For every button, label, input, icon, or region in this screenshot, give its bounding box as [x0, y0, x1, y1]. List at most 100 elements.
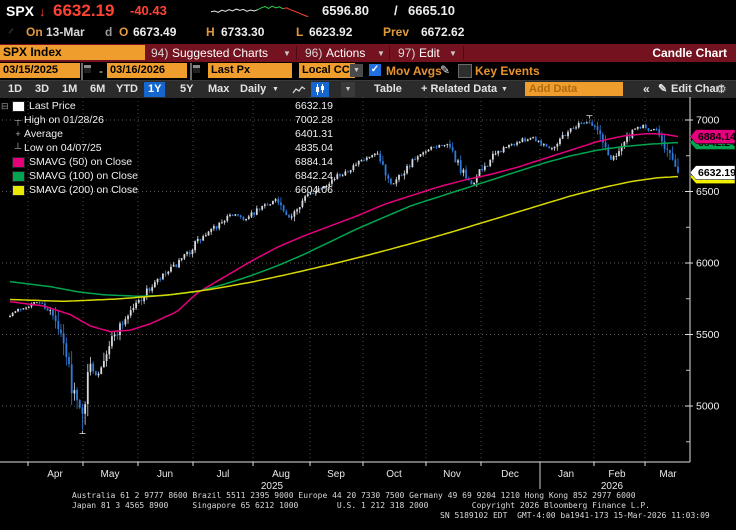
legend-row-last-price[interactable]: ⊟ Last Price 6632.19	[1, 99, 337, 113]
svg-text:Feb: Feb	[608, 469, 626, 480]
smavg100-swatch	[12, 170, 25, 182]
legend-row-high[interactable]: ┬ High on 01/28/26 7002.28	[1, 113, 337, 127]
chart-legend: ⊟ Last Price 6632.19 ┬ High on 01/28/26 …	[1, 99, 337, 197]
collapse-panel-icon[interactable]: «	[643, 82, 650, 96]
menu-actions-num: 96)	[305, 46, 323, 60]
legend-label: Average	[24, 128, 63, 140]
session-label: On	[26, 25, 43, 39]
add-data-input[interactable]	[525, 82, 623, 96]
prev-value: 6672.62	[421, 25, 465, 39]
open-label: O	[119, 25, 129, 39]
bid-price: 6596.80	[322, 3, 369, 18]
menu-suggested-charts[interactable]: Suggested Charts	[172, 46, 269, 60]
open-value: 6673.49	[133, 25, 177, 39]
legend-row-smavg-100[interactable]: SMAVG (100) on Close 6842.24	[1, 169, 337, 183]
tab-range-1m[interactable]: 1M	[62, 83, 78, 95]
legend-value: 6884.14	[295, 156, 333, 168]
edit-chart-button[interactable]: Edit Chart	[671, 83, 724, 95]
period-select[interactable]: Daily	[240, 83, 267, 95]
legend-value: 6842.24	[295, 170, 333, 182]
svg-text:6884.14: 6884.14	[698, 131, 736, 143]
svg-text:Aug: Aug	[272, 469, 290, 480]
svg-text:Dec: Dec	[501, 469, 519, 480]
svg-text:2025: 2025	[261, 481, 284, 490]
svg-text:Oct: Oct	[386, 469, 402, 480]
chart-canvas[interactable]: 7000 6500 6000 5500 5000 Apr May Jun Jul Aug Sep Oc…	[0, 97, 736, 490]
smavg50-swatch	[12, 156, 25, 168]
calendar-icon[interactable]	[81, 63, 91, 82]
last-price-swatch	[12, 100, 25, 112]
high-label: H	[206, 25, 215, 39]
delay-flag: d	[105, 25, 113, 39]
legend-row-smavg-200[interactable]: SMAVG (200) on Close 6604.06	[1, 183, 337, 197]
pencil-icon[interactable]: ✎	[440, 63, 451, 77]
svg-text:2026: 2026	[601, 481, 624, 490]
menu-edit-num: 97)	[398, 46, 416, 60]
legend-value: 6632.19	[295, 100, 333, 112]
chevron-down-icon: ▼	[501, 86, 508, 93]
ticker-symbol: SPX	[6, 3, 35, 19]
line-chart-icon[interactable]	[290, 82, 308, 97]
legend-label: SMAVG (100) on Close	[29, 170, 138, 182]
footer-phones-line1: Australia 61 2 9777 8600 Brazil 5511 239…	[72, 491, 636, 500]
date-to-field[interactable]: 03/16/2026	[107, 63, 187, 78]
pencil-icon[interactable]: ✎	[658, 83, 668, 95]
legend-row-smavg-50[interactable]: SMAVG (50) on Close 6884.14	[1, 155, 337, 169]
date-from-field[interactable]: 03/15/2025	[0, 63, 80, 78]
legend-label: Last Price	[29, 100, 76, 112]
svg-text:Jan: Jan	[558, 469, 574, 480]
legend-value: 6604.06	[295, 184, 333, 196]
legend-row-average[interactable]: + Average 6401.31	[1, 127, 337, 141]
svg-text:7000: 7000	[696, 115, 720, 127]
controls-row: 03/15/2025 - 03/16/2026 Last Px Local CC…	[0, 62, 736, 82]
table-button[interactable]: Table	[374, 83, 402, 95]
low-value: 6623.92	[309, 25, 353, 39]
tab-range-1d[interactable]: 1D	[8, 83, 23, 95]
menu-suggested-charts-num: 94)	[151, 46, 169, 60]
menu-edit[interactable]: Edit	[419, 46, 440, 60]
menu-actions[interactable]: Actions	[326, 46, 366, 60]
tab-range-max[interactable]: Max	[208, 83, 230, 95]
price-field-select[interactable]: Last Px	[208, 63, 292, 78]
tab-range-3d[interactable]: 3D	[35, 83, 50, 95]
related-data-button[interactable]: + Related Data	[421, 83, 498, 95]
svg-text:5000: 5000	[696, 401, 720, 413]
tab-range-ytd[interactable]: YTD	[116, 83, 138, 95]
tab-range-5y[interactable]: 5Y	[180, 83, 194, 95]
legend-label: High on 01/28/26	[24, 114, 104, 126]
chevron-down-icon: ▼	[449, 49, 457, 58]
mov-avgs-checkbox[interactable]: ✓	[369, 64, 381, 76]
security-field[interactable]: SPX Index	[0, 45, 145, 60]
candle-chart-icon[interactable]	[311, 82, 329, 97]
tab-range-1y[interactable]: 1Y	[144, 82, 166, 97]
high-marker-icon: ┬	[14, 115, 22, 125]
svg-text:5500: 5500	[696, 329, 720, 341]
legend-row-low[interactable]: ┴ Low on 04/07/25 4835.04	[1, 141, 337, 155]
svg-text:Apr: Apr	[47, 469, 63, 480]
gear-icon[interactable]: ⚙	[716, 82, 727, 96]
legend-value: 6401.31	[295, 128, 333, 140]
svg-text:Jul: Jul	[217, 469, 230, 480]
menu-divider	[296, 46, 297, 60]
svg-text:Mar: Mar	[659, 469, 677, 480]
chevron-down-icon: ▼	[272, 86, 279, 93]
currency-select[interactable]: Local CCY	[299, 63, 355, 78]
quote-date: 13-Mar	[46, 25, 85, 39]
tab-range-6m[interactable]: 6M	[90, 83, 106, 95]
svg-text:May: May	[101, 469, 120, 480]
high-value: 6733.30	[221, 25, 265, 39]
low-label: L	[296, 25, 304, 39]
ask-price: 6665.10	[408, 3, 455, 18]
svg-text:6632.19: 6632.19	[698, 167, 736, 179]
chart-type-caret-button[interactable]: ▼	[341, 82, 355, 97]
collapse-tree-icon[interactable]: ⊟	[1, 101, 9, 111]
key-events-checkbox[interactable]	[458, 64, 472, 78]
intraday-sparkline	[210, 5, 309, 18]
currency-caret-button[interactable]: ▼	[350, 64, 363, 77]
mov-avgs-label: Mov Avgs	[386, 64, 442, 78]
menu-divider	[463, 46, 464, 60]
calendar-icon[interactable]	[190, 63, 200, 82]
svg-text:Nov: Nov	[443, 469, 461, 480]
svg-text:Jun: Jun	[157, 469, 173, 480]
ohlc-row: On 13-Mar d O 6673.49 H 6733.30 L 6623.9…	[0, 22, 736, 44]
